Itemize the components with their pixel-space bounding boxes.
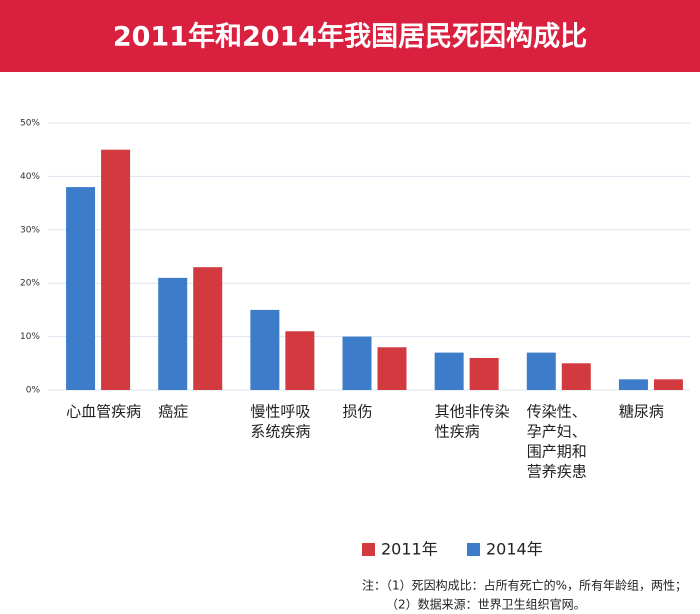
title-band	[0, 0, 700, 72]
note: （2）数据来源：世界卫生组织官网。	[386, 597, 586, 612]
y-tick-label: 30%	[20, 225, 40, 235]
bar	[618, 379, 648, 390]
legend-label: 2011年	[381, 540, 438, 559]
x-tick-label: 传染性、	[527, 403, 587, 421]
bar	[101, 149, 131, 390]
x-tick-label: 慢性呼吸	[250, 403, 310, 421]
y-tick-label: 20%	[20, 279, 40, 289]
x-tick-label: 糖尿病	[619, 403, 664, 421]
y-tick-label: 0%	[26, 386, 41, 396]
bar	[285, 331, 315, 390]
x-tick-label: 损伤	[343, 403, 373, 421]
bar	[342, 336, 372, 390]
note: 注：（1）死因构成比：占所有死亡的%，所有年龄组，两性；	[362, 578, 687, 593]
bar	[434, 352, 464, 390]
x-tick-label: 心血管疾病	[66, 403, 141, 421]
bar	[193, 267, 223, 390]
bar	[469, 357, 499, 390]
bar	[66, 187, 96, 390]
legend-label: 2014年	[486, 540, 543, 559]
x-tick-label: 性疾病	[435, 423, 480, 441]
y-tick-label: 40%	[20, 172, 40, 182]
bar	[250, 309, 280, 390]
chart-title: 2011年和2014年我国居民死因构成比	[113, 21, 587, 53]
x-tick-label: 癌症	[158, 403, 188, 421]
x-tick-label: 其他非传染	[435, 403, 510, 421]
y-tick-label: 10%	[20, 332, 40, 342]
bar	[158, 277, 188, 390]
bar	[653, 379, 683, 390]
legend-swatch	[362, 543, 375, 556]
x-tick-label: 营养疾患	[527, 463, 587, 481]
y-tick-label: 50%	[20, 119, 40, 129]
bar	[526, 352, 556, 390]
x-tick-label: 系统疾病	[250, 423, 310, 441]
x-tick-label: 孕产妇、	[527, 423, 587, 441]
bar	[561, 363, 591, 390]
bar	[377, 347, 407, 390]
x-tick-label: 围产期和	[527, 443, 587, 461]
legend-swatch	[467, 543, 480, 556]
